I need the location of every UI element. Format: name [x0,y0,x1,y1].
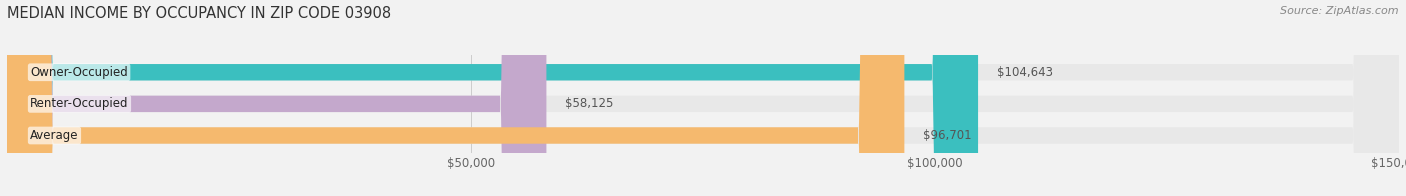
Text: $96,701: $96,701 [922,129,972,142]
Text: Average: Average [31,129,79,142]
Text: $58,125: $58,125 [565,97,613,110]
FancyBboxPatch shape [7,0,547,196]
FancyBboxPatch shape [7,0,1399,196]
FancyBboxPatch shape [7,0,1399,196]
Text: Renter-Occupied: Renter-Occupied [31,97,129,110]
Text: MEDIAN INCOME BY OCCUPANCY IN ZIP CODE 03908: MEDIAN INCOME BY OCCUPANCY IN ZIP CODE 0… [7,6,391,21]
FancyBboxPatch shape [7,0,979,196]
Text: Source: ZipAtlas.com: Source: ZipAtlas.com [1281,6,1399,16]
Text: $104,643: $104,643 [997,66,1053,79]
FancyBboxPatch shape [7,0,1399,196]
Text: Owner-Occupied: Owner-Occupied [31,66,128,79]
FancyBboxPatch shape [7,0,904,196]
